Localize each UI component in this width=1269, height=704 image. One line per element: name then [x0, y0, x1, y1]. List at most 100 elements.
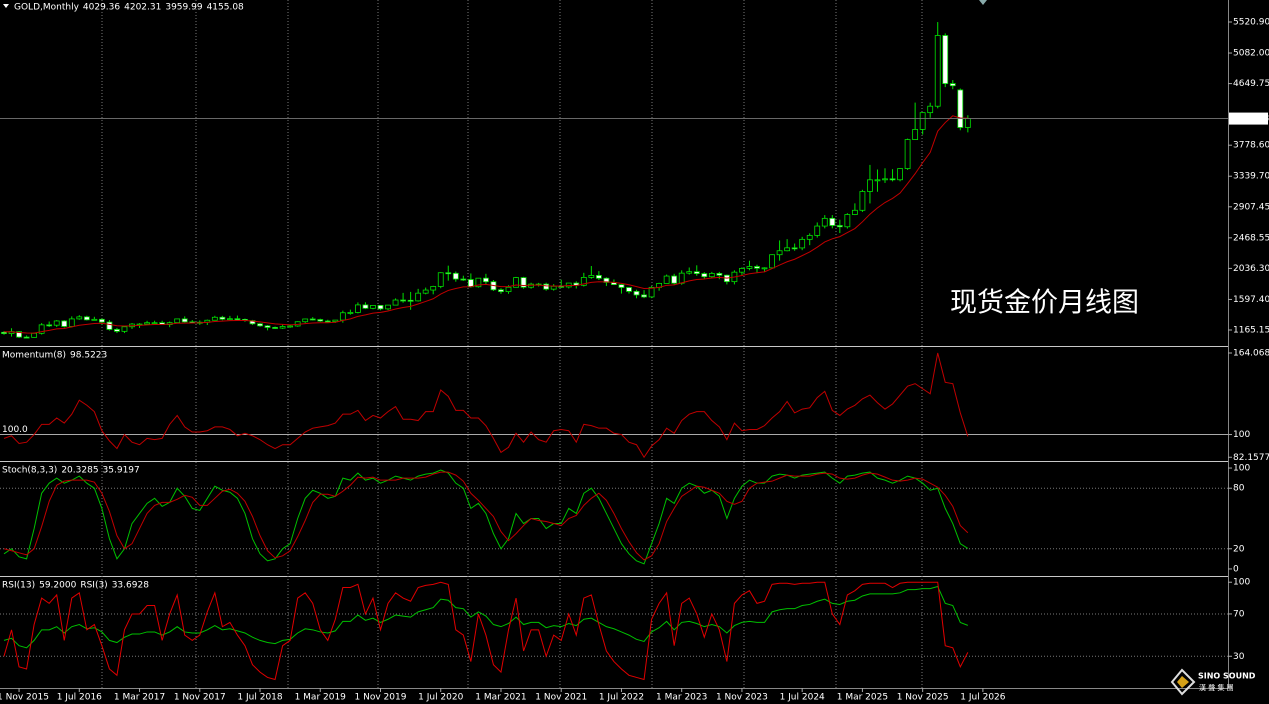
moving-average: [3, 115, 968, 334]
candle-body: [392, 299, 399, 306]
candle-body: [784, 247, 791, 252]
candle-body: [445, 272, 452, 275]
candle-body: [776, 250, 783, 256]
x-tick-label: 1 Mar 2017: [114, 693, 165, 703]
candle-body: [791, 247, 798, 250]
candle-body: [98, 318, 105, 323]
candle-body: [498, 289, 504, 293]
indicator-line: [3, 471, 969, 561]
header-text: 3959.99: [165, 3, 202, 13]
candle-body: [934, 35, 941, 107]
indicator-line: [3, 581, 969, 681]
y-tick-label: 30: [1233, 652, 1245, 662]
x-tick-label: 1 Jul 2018: [237, 693, 282, 703]
candle-body: [332, 319, 339, 322]
y-tick-label: 4649.75: [1233, 79, 1269, 89]
candle-body: [144, 322, 150, 325]
y-tick-label: 100: [1233, 464, 1250, 474]
header-text: 4029.36: [83, 3, 120, 13]
candle-body: [904, 139, 911, 169]
y-tick-label: 2907.45: [1233, 202, 1269, 212]
candle-body: [347, 312, 354, 314]
candle-body: [829, 217, 836, 226]
annotation: 现货金价月线图: [950, 288, 1139, 319]
y-tick-label: 20: [1233, 544, 1245, 554]
candle-body: [889, 178, 896, 181]
y-tick-label: 1597.40: [1233, 295, 1269, 305]
x-tick-label: 1 Jul 2026: [960, 693, 1005, 703]
candle-body: [543, 283, 550, 290]
candle-body: [407, 299, 414, 302]
candle-body: [174, 318, 181, 324]
x-tick-label: 1 Mar 2025: [837, 693, 888, 703]
current-price-label: 4155.08: [1232, 114, 1269, 124]
candle-body: [219, 316, 226, 320]
candle-body: [836, 225, 843, 228]
candle-body: [53, 320, 60, 326]
candle-body: [61, 320, 68, 327]
candle-body: [46, 324, 53, 327]
x-tick-label: 1 Nov 2021: [535, 693, 587, 703]
candle-body: [769, 254, 775, 269]
candle-body: [882, 178, 888, 181]
candle-body: [475, 277, 482, 288]
candle-body: [234, 318, 241, 321]
candle-body: [626, 287, 632, 292]
candle-body: [746, 266, 753, 269]
candle-body: [76, 316, 83, 320]
level-label: 100.0: [2, 425, 28, 435]
x-tick-label: 1 Nov 2023: [716, 693, 768, 703]
y-tick-label: 5520.90: [1233, 17, 1269, 27]
header-text: Stoch(8,3,3): [2, 466, 57, 476]
current-price-box: [1229, 112, 1268, 125]
x-tick-label: 1 Mar 2021: [475, 693, 526, 703]
candle-body: [437, 272, 444, 287]
candle-body: [716, 273, 723, 276]
candle-body: [701, 273, 708, 278]
candle-body: [897, 168, 903, 181]
candle-body: [520, 277, 527, 288]
x-tick-label: 1 Jul 2020: [418, 693, 463, 703]
candle-body: [355, 304, 361, 313]
y-tick-label: 5082.00: [1233, 49, 1269, 59]
indicator-line: [3, 469, 969, 565]
y-tick-label: 3778.60: [1233, 141, 1269, 151]
candle-body: [83, 316, 90, 321]
y-tick-label: 3339.70: [1233, 172, 1269, 182]
candle-body: [603, 277, 610, 283]
candle-body: [31, 332, 38, 338]
candle-body: [641, 294, 647, 298]
candle-body: [648, 286, 655, 298]
candle-body: [949, 83, 956, 87]
candle-body: [272, 327, 278, 329]
menu-arrow[interactable]: [3, 4, 9, 8]
candle-body: [618, 284, 625, 288]
candle-body: [287, 325, 294, 328]
candle-body: [362, 304, 369, 309]
candle-body: [339, 312, 346, 321]
y-tick-label: 2036.30: [1233, 264, 1269, 274]
candle-body: [23, 336, 30, 339]
candle-body: [422, 289, 429, 294]
candle-body: [739, 268, 745, 273]
candle-body: [309, 318, 316, 321]
candle-body: [671, 275, 678, 284]
x-tick-label: 1 Nov 2025: [897, 693, 949, 703]
x-tick-label: 1 Nov 2019: [355, 693, 407, 703]
candle-body: [181, 318, 188, 323]
candle-body: [370, 305, 376, 309]
candle-body: [708, 273, 715, 278]
header-text: RSI(3): [80, 581, 107, 591]
candle-body: [859, 191, 866, 211]
candle-body: [430, 286, 437, 291]
candle-body: [844, 214, 851, 228]
x-tick-label: 1 Nov 2015: [0, 693, 49, 703]
candle-body: [483, 277, 489, 283]
shift-marker: [979, 0, 987, 5]
header-text: 4155.08: [207, 3, 244, 13]
candle-body: [211, 316, 218, 321]
candle-body: [400, 299, 406, 302]
header-text: 59.2000: [39, 581, 76, 591]
